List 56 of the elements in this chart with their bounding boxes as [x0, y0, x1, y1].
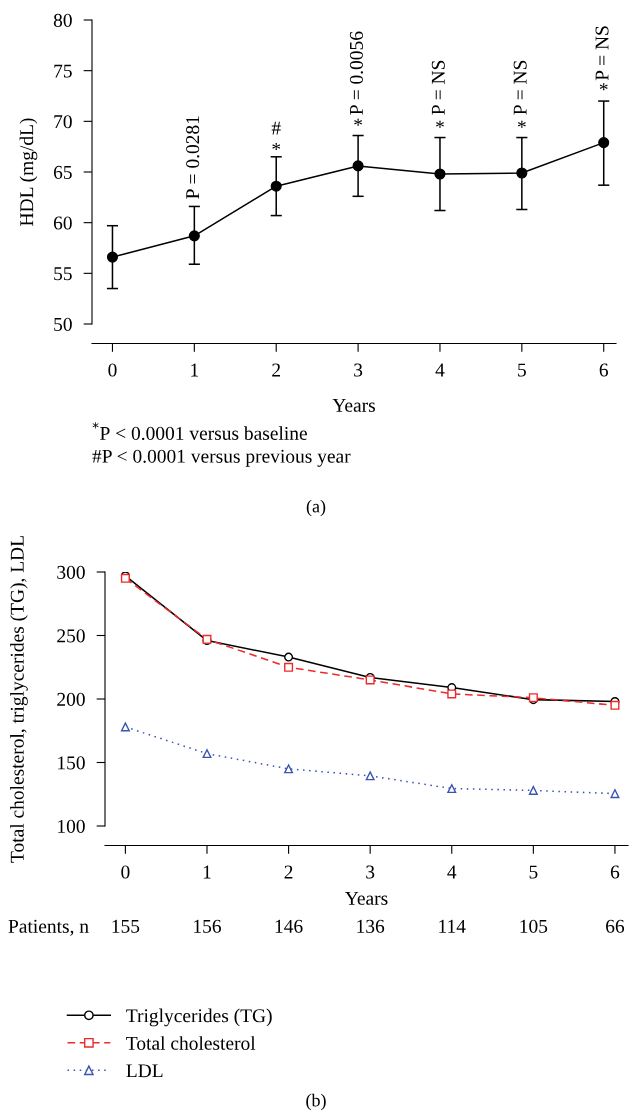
x-tick-label: 2	[272, 363, 281, 377]
y-axis-title: Total cholesterol, triglycerides (TG), LDL	[10, 536, 28, 863]
x-tick-label: 6	[610, 865, 620, 879]
annotation: *	[599, 83, 608, 91]
text: 136	[357, 919, 385, 933]
text: 105	[520, 919, 548, 933]
text: $^{*}$P < 0.0001 versus baseline	[92, 422, 307, 441]
y-tick-label: 70	[54, 115, 72, 129]
annotation: #	[271, 121, 281, 135]
x-tick-label: 0	[121, 865, 130, 879]
annotation: *	[354, 118, 363, 126]
x-tick-label: 6	[599, 363, 608, 377]
y-tick-label: 150	[58, 756, 85, 770]
text: (a)	[306, 499, 326, 517]
legend-label: LDL	[126, 1064, 163, 1078]
y-tick-label: 100	[58, 819, 85, 833]
annotation: *	[517, 120, 526, 128]
y-tick-label: 300	[57, 565, 85, 579]
x-tick-label: 4	[447, 865, 457, 879]
annotation: P = NS	[513, 60, 527, 115]
text: #P < 0.0001 versus previous year	[92, 449, 351, 467]
annotation: P = 0.0056	[349, 31, 364, 115]
x-tick-label: 2	[284, 865, 293, 879]
y-tick-label: 50	[54, 317, 72, 331]
text: (b)	[306, 1093, 326, 1111]
x-axis-title: Years	[345, 891, 388, 905]
x-tick-label: 1	[203, 865, 211, 879]
y-tick-label: 75	[54, 64, 72, 78]
text: 156	[194, 919, 221, 933]
text: Patients, n	[8, 919, 89, 936]
y-tick-label: 200	[57, 692, 85, 706]
x-tick-label: 3	[366, 865, 375, 879]
text: 155	[112, 919, 140, 933]
text: 114	[439, 919, 466, 933]
annotation: P = NS	[431, 60, 445, 115]
x-tick-label: 5	[518, 363, 526, 377]
text: 146	[275, 919, 303, 933]
x-tick-label: 1	[191, 363, 199, 377]
x-axis-title: Years	[332, 398, 375, 412]
annotation: *	[272, 142, 281, 151]
legend-label: Total cholesterol	[126, 1036, 256, 1050]
y-tick-label: 65	[53, 165, 72, 179]
y-axis-title: HDL (mg/dL)	[19, 118, 38, 226]
annotation: P = 0.0281	[186, 116, 200, 199]
x-tick-label: 0	[108, 363, 117, 377]
annotation: *	[436, 120, 444, 128]
legend-label: Triglycerides (TG)	[126, 1008, 272, 1027]
y-tick-label: 55	[54, 267, 72, 281]
y-tick-label: 80	[53, 13, 72, 27]
x-tick-label: 3	[354, 363, 363, 377]
y-tick-label: 250	[57, 629, 85, 643]
text: 66	[606, 919, 625, 933]
x-tick-label: 5	[529, 865, 538, 879]
annotation: P = NS	[595, 26, 609, 81]
y-tick-label: 60	[53, 216, 72, 230]
x-tick-label: 4	[435, 363, 445, 377]
